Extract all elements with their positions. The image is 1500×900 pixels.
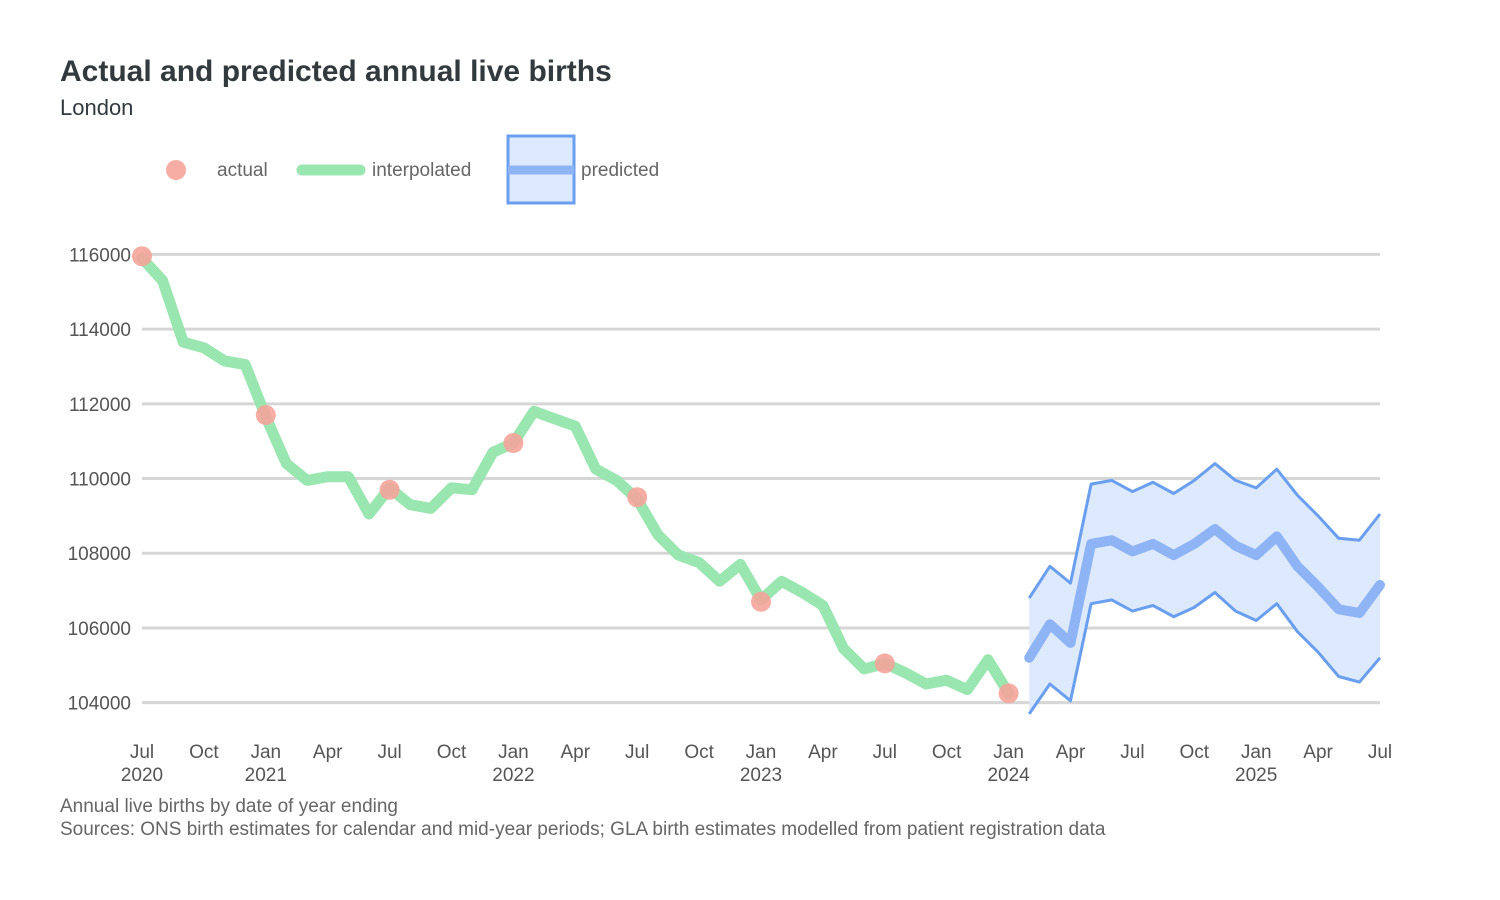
actual-point — [132, 246, 152, 267]
actual-point — [627, 487, 648, 508]
x-tick-year-label: 2020 — [121, 765, 163, 786]
x-tick-label: Apr — [1056, 742, 1086, 763]
x-tick-year-label: 2022 — [492, 765, 534, 786]
x-tick-label: Jan — [250, 742, 281, 763]
x-tick-label: Jul — [377, 742, 401, 763]
x-tick-label: Jan — [746, 742, 777, 763]
actual-point — [874, 653, 895, 674]
y-tick-label: 110000 — [69, 470, 131, 491]
interpolated-line — [136, 252, 1015, 699]
prediction-band — [1029, 463, 1380, 714]
x-tick-label: Oct — [684, 742, 714, 763]
interpolated-series — [136, 252, 1015, 699]
actual-point — [379, 479, 400, 500]
caption-line-2: Sources: ONS birth estimates for calenda… — [60, 819, 1106, 840]
x-tick-label: Jul — [873, 742, 897, 763]
y-axis: 104000 106000 108000 110000 112000 114000 1160… — [68, 245, 131, 714]
x-tick-year-label: 2025 — [1235, 765, 1277, 786]
legend-label-predicted: predicted — [581, 160, 659, 181]
x-tick-year-label: 2023 — [740, 765, 782, 786]
y-tick-label: 114000 — [69, 320, 131, 341]
x-tick-year-label: 2024 — [987, 765, 1030, 786]
chart-title: Actual and predicted annual live births — [60, 55, 612, 88]
legend-label-interpolated: interpolated — [372, 160, 471, 181]
x-tick-label: Jan — [1241, 742, 1272, 763]
x-tick-label: Oct — [1180, 742, 1210, 763]
actual-point — [255, 405, 276, 426]
y-tick-label: 112000 — [69, 395, 131, 416]
x-tick-label: Apr — [313, 742, 343, 763]
y-tick-label: 116000 — [69, 245, 131, 266]
x-tick-label: Jan — [993, 742, 1024, 763]
x-tick-year-label: 2021 — [245, 765, 287, 786]
gridlines — [142, 252, 1380, 705]
x-tick-label: Oct — [932, 742, 962, 763]
prediction-lower-bound — [1027, 591, 1382, 715]
legend-label-actual: actual — [217, 160, 268, 181]
x-tick-label: Apr — [808, 742, 838, 763]
prediction-upper-bound — [1027, 462, 1382, 599]
predicted-line — [1024, 524, 1385, 663]
x-tick-label: Jul — [625, 742, 649, 763]
prediction-band-group — [1027, 462, 1382, 715]
x-tick-label: Jul — [130, 742, 154, 763]
y-tick-label: 108000 — [68, 544, 131, 565]
x-tick-label: Jul — [1120, 742, 1144, 763]
y-tick-label: 104000 — [68, 694, 131, 715]
legend-swatch-actual — [166, 160, 186, 180]
x-tick-label: Jan — [498, 742, 529, 763]
x-tick-label: Apr — [1303, 742, 1333, 763]
y-tick-label: 106000 — [68, 619, 131, 640]
caption-line-1: Annual live births by date of year endin… — [60, 796, 398, 817]
x-tick-label: Apr — [561, 742, 591, 763]
actual-series — [132, 246, 1019, 704]
actual-point — [998, 683, 1019, 704]
x-tick-label: Oct — [189, 742, 219, 763]
legend: actual interpolated predicted — [166, 134, 659, 205]
predicted-series — [1024, 524, 1385, 663]
x-tick-label: Oct — [437, 742, 467, 763]
x-tick-label: Jul — [1368, 742, 1392, 763]
actual-point — [503, 433, 524, 454]
actual-point — [751, 591, 771, 612]
chart-subtitle: London — [60, 95, 134, 120]
